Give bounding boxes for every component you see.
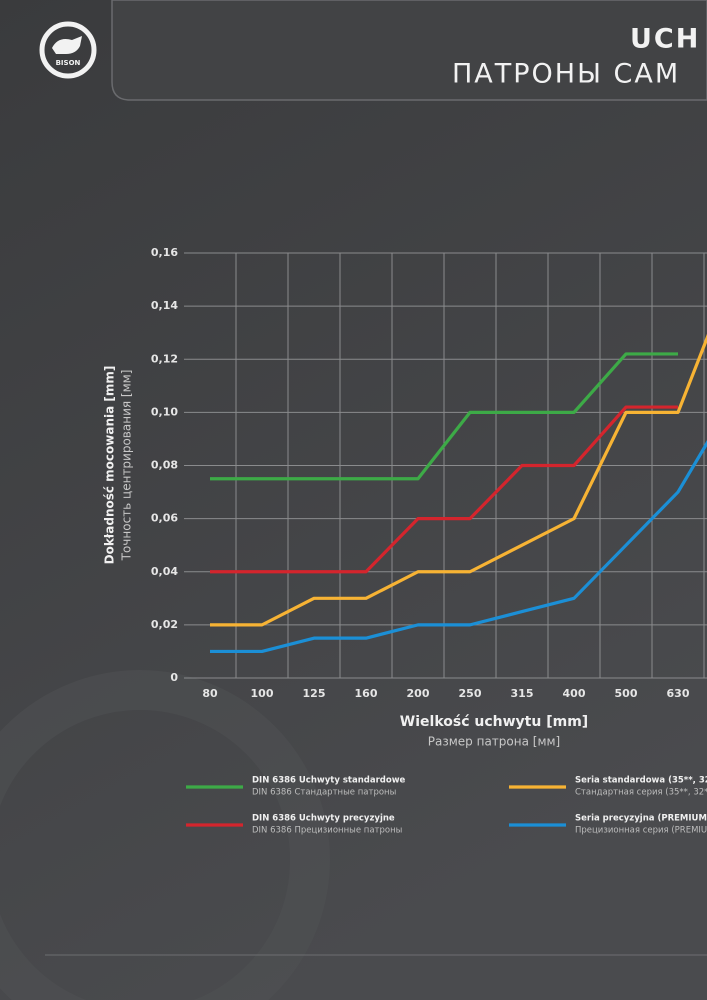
y-tick-label: 0,04 (151, 565, 178, 578)
x-tick-label: 630 (667, 687, 690, 700)
legend-label: DIN 6386 Uchwyty precyzyjne (252, 814, 395, 824)
legend-label: Seria standardowa (35**, 32** (575, 776, 707, 786)
x-tick-label: 400 (563, 687, 586, 700)
x-tick-label: 80 (202, 687, 218, 700)
y-tick-label: 0,10 (151, 405, 178, 418)
x-tick-label: 160 (355, 687, 378, 700)
title-line: ПАТРОНЫ САМ (452, 59, 680, 90)
y-axis-label: Dokładność mocowania [mm] (103, 366, 117, 565)
y-tick-label: 0 (170, 671, 178, 684)
series-line (210, 440, 707, 654)
legend-label-secondary: Стандартная серия (35**, 32** (575, 788, 707, 798)
legend-label-secondary: DIN 6386 Прецизионные патроны (252, 826, 402, 836)
logo-ring (39, 21, 97, 79)
header-band (111, 0, 707, 101)
x-tick-label: 100 (251, 687, 274, 700)
x-tick-label: 315 (511, 687, 534, 700)
y-axis-label-secondary: Точность центрирования [мм] (120, 370, 134, 562)
x-axis-label: Wielkość uchwytu [mm] (400, 714, 588, 730)
x-tick-label: 200 (407, 687, 430, 700)
y-tick-label: 0,08 (151, 459, 178, 472)
logo-bull (52, 36, 82, 54)
logo-text: BISON (56, 59, 81, 67)
y-tick-label: 0,14 (151, 299, 178, 312)
legend-label-secondary: Прецизионная серия (PREMIU (575, 826, 707, 836)
legend-label: Seria precyzyjna (PREMIUM) (575, 814, 707, 824)
legend-label: DIN 6386 Uchwyty standardowe (252, 776, 406, 786)
y-tick-label: 0,16 (151, 246, 178, 259)
series-line (210, 352, 678, 481)
x-axis-label-secondary: Размер патрона [мм] (428, 735, 560, 749)
legend-label-secondary: DIN 6386 Стандартные патроны (252, 788, 396, 798)
decor-gear (0, 670, 330, 1000)
y-tick-label: 0,06 (151, 512, 178, 525)
series-line (210, 333, 707, 627)
y-tick-label: 0,12 (151, 352, 178, 365)
x-tick-label: 125 (303, 687, 326, 700)
x-tick-label: 250 (459, 687, 482, 700)
series-line (210, 405, 678, 574)
x-tick-label: 500 (615, 687, 638, 700)
y-tick-label: 0,02 (151, 618, 178, 631)
title-line: UCH (630, 24, 700, 55)
